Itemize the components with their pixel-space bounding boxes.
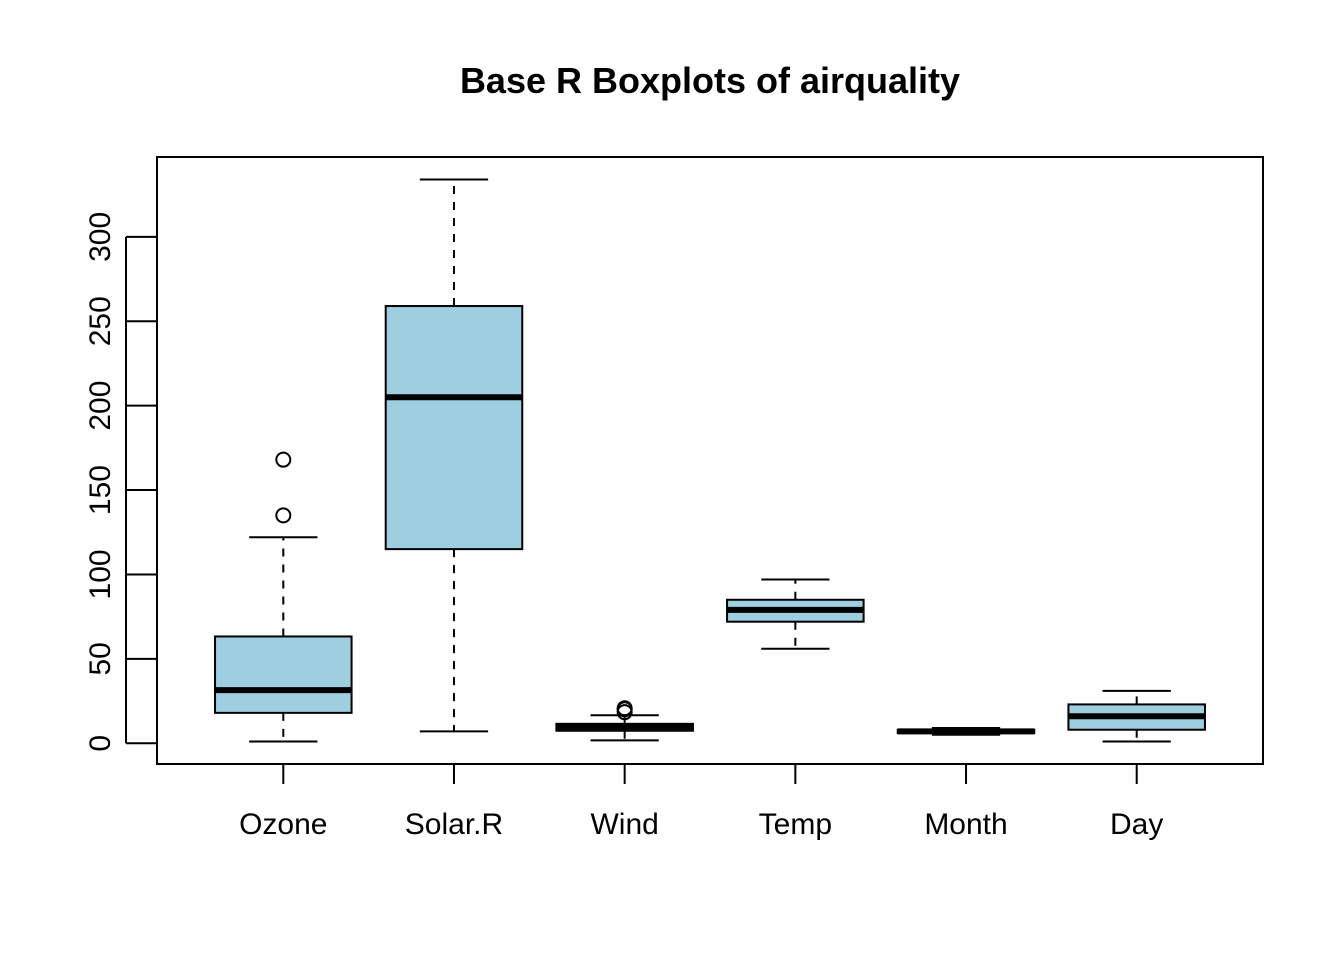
chart-title: Base R Boxplots of airquality [460,60,960,101]
x-tick-label: Wind [590,808,658,841]
x-tick-label: Day [1110,808,1163,841]
plot-frame [156,156,1264,765]
y-tick-label: 100 [84,549,117,599]
y-tick-label: 250 [84,296,117,346]
box-month [896,727,1036,736]
x-tick-label: Solar.R [405,808,503,841]
y-tick-label: 200 [84,381,117,431]
x-tick-label: Month [924,808,1007,841]
x-axis: Ozone Solar.R Wind Temp Month Day [239,764,1163,841]
box-day [1067,689,1206,743]
box-wind [555,700,694,742]
y-tick-label: 50 [84,642,117,675]
box-series [214,178,1206,743]
box-body [384,305,524,551]
outlier-point [616,700,633,717]
y-tick-label: 150 [84,465,117,515]
x-tick-label: Temp [759,808,832,841]
outlier-point [275,507,292,524]
y-tick-label: 0 [84,735,117,752]
box-body [214,635,353,714]
outlier-point [616,704,633,721]
outlier-point [275,451,292,468]
box-solar-r [384,178,524,733]
x-tick-label: Ozone [239,808,327,841]
y-axis: 0 50 100 150 200 250 300 [84,212,156,752]
box-ozone [214,451,353,743]
box-temp [726,578,865,650]
y-tick-label: 300 [84,212,117,262]
